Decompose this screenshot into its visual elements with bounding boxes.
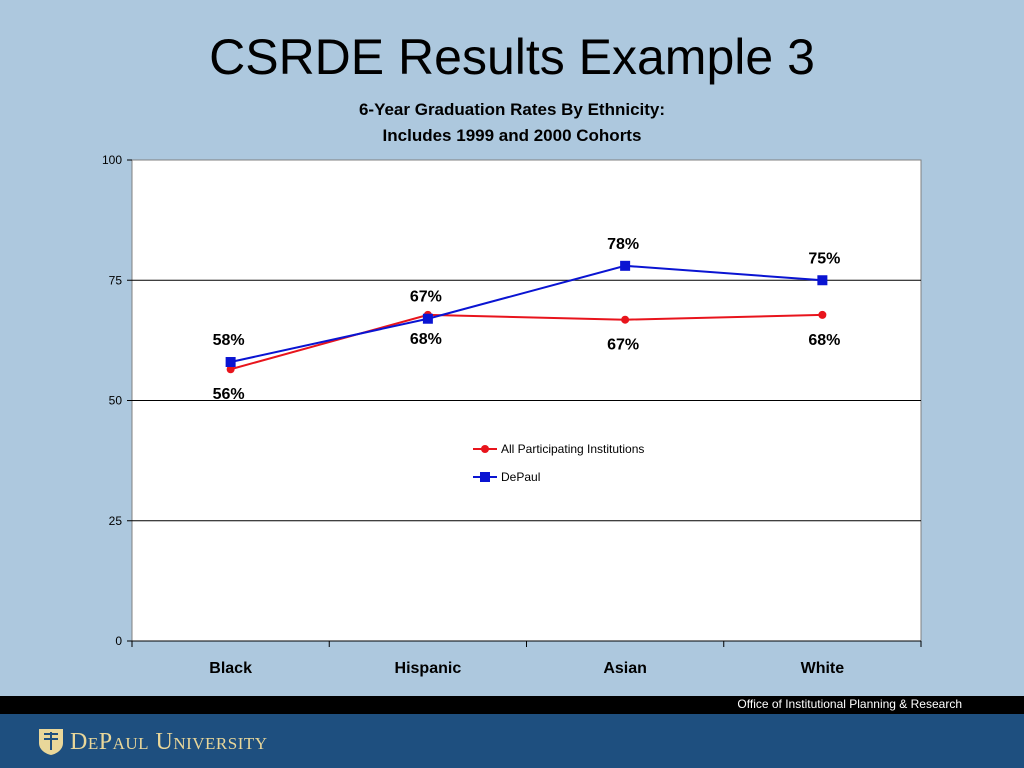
depaul-logo-text: DePaul University bbox=[70, 729, 268, 755]
y-tick-label: 50 bbox=[109, 394, 123, 408]
data-point bbox=[817, 275, 828, 286]
x-tick-label: Black bbox=[209, 660, 252, 677]
legend-marker bbox=[481, 445, 489, 453]
footer-band bbox=[0, 714, 1024, 768]
data-point bbox=[620, 260, 631, 271]
legend-label: DePaul bbox=[501, 470, 540, 484]
data-point bbox=[225, 357, 236, 368]
x-tick-label: Asian bbox=[603, 660, 647, 677]
data-label: 56% bbox=[213, 386, 245, 403]
data-point bbox=[226, 365, 235, 374]
x-tick-label: White bbox=[801, 660, 845, 677]
footer-office-text: Office of Institutional Planning & Resea… bbox=[737, 697, 962, 711]
data-label: 68% bbox=[808, 332, 840, 349]
series-line-1 bbox=[230, 264, 823, 363]
y-tick-label: 100 bbox=[102, 153, 122, 167]
y-tick-label: 0 bbox=[115, 634, 122, 648]
line-chart: 0 25 50 75 100 Black Hispanic Asian White 56% 68% 6… bbox=[102, 153, 922, 677]
data-label: 67% bbox=[410, 289, 442, 306]
legend-marker bbox=[480, 472, 490, 482]
data-point bbox=[818, 310, 827, 319]
slide-title: CSRDE Results Example 3 bbox=[209, 29, 815, 85]
depaul-shield-icon bbox=[39, 729, 63, 755]
x-tick-label: Hispanic bbox=[395, 660, 462, 677]
legend-label: All Participating Institutions bbox=[501, 442, 644, 456]
data-label: 78% bbox=[607, 236, 639, 253]
data-label: 58% bbox=[213, 332, 245, 349]
footer-bar bbox=[0, 696, 1024, 714]
data-label: 67% bbox=[607, 337, 639, 354]
y-tick-label: 75 bbox=[109, 273, 123, 287]
chart-title-line2: Includes 1999 and 2000 Cohorts bbox=[382, 126, 642, 145]
chart-title-line1: 6-Year Graduation Rates By Ethnicity: bbox=[358, 100, 666, 119]
data-point bbox=[422, 313, 433, 324]
data-point bbox=[621, 315, 630, 324]
series-line-0 bbox=[230, 313, 823, 371]
y-tick-label: 25 bbox=[109, 514, 123, 528]
data-label: 75% bbox=[808, 250, 840, 267]
data-label: 68% bbox=[410, 331, 442, 348]
